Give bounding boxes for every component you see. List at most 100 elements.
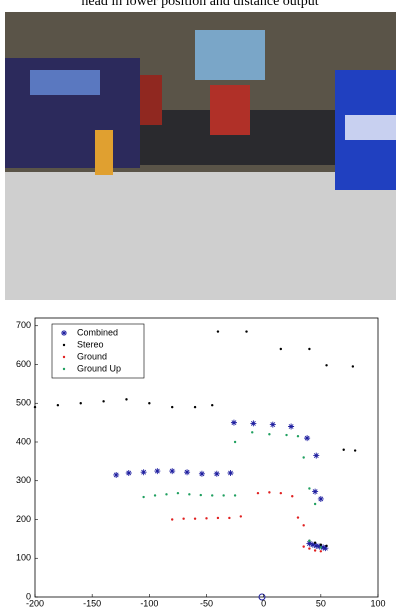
- data-point: [280, 492, 282, 494]
- data-point: [314, 503, 316, 505]
- data-point: [165, 493, 167, 495]
- data-point: [297, 435, 299, 437]
- data-point: [113, 472, 119, 478]
- legend-marker: [63, 368, 65, 370]
- data-point: [280, 348, 282, 350]
- data-point: [231, 420, 237, 426]
- y-tick-label: 300: [16, 475, 31, 485]
- x-tick-label: -100: [140, 598, 158, 608]
- y-tick-label: 400: [16, 436, 31, 446]
- data-point: [250, 420, 256, 426]
- data-point: [325, 545, 327, 547]
- data-point: [57, 404, 59, 406]
- data-point: [194, 518, 196, 520]
- caption: head in lower position and distance outp…: [81, 0, 318, 9]
- data-point: [142, 496, 144, 498]
- data-point: [182, 518, 184, 520]
- data-point: [211, 404, 213, 406]
- photo: [5, 12, 396, 300]
- x-tick-label: -50: [200, 598, 213, 608]
- data-point: [354, 449, 356, 451]
- data-point: [308, 540, 310, 542]
- data-point: [217, 330, 219, 332]
- data-point: [194, 406, 196, 408]
- data-point: [222, 494, 224, 496]
- data-point: [188, 493, 190, 495]
- data-point: [80, 402, 82, 404]
- data-point: [125, 398, 127, 400]
- data-point: [302, 545, 304, 547]
- data-point: [245, 330, 247, 332]
- data-point: [352, 365, 354, 367]
- y-tick-label: 200: [16, 514, 31, 524]
- data-point: [320, 546, 322, 548]
- legend-marker: [61, 330, 67, 336]
- y-tick-label: 600: [16, 359, 31, 369]
- photo-board-logo: [30, 70, 100, 95]
- data-point: [302, 524, 304, 526]
- photo-board-figure: [95, 130, 113, 175]
- data-point: [325, 364, 327, 366]
- data-point: [291, 495, 293, 497]
- data-point: [141, 469, 147, 475]
- photo-person: [140, 75, 162, 125]
- data-point: [297, 516, 299, 518]
- data-point: [308, 547, 310, 549]
- x-tick-label: 50: [316, 598, 326, 608]
- data-point: [184, 469, 190, 475]
- data-point: [320, 550, 322, 552]
- data-point: [314, 549, 316, 551]
- data-point: [268, 491, 270, 493]
- data-point: [343, 449, 345, 451]
- data-point: [234, 494, 236, 496]
- photo-poster: [195, 30, 265, 80]
- page: {"caption": "head in lower position and …: [0, 0, 401, 610]
- data-point: [154, 494, 156, 496]
- data-point: [304, 435, 310, 441]
- data-point: [270, 422, 276, 428]
- data-point: [228, 517, 230, 519]
- y-tick-label: 0: [26, 591, 31, 601]
- data-point: [199, 471, 205, 477]
- legend-marker: [63, 356, 65, 358]
- data-point: [169, 468, 175, 474]
- data-point: [288, 424, 294, 430]
- data-point: [154, 468, 160, 474]
- data-point: [126, 470, 132, 476]
- photo-person: [210, 85, 250, 135]
- data-point: [177, 492, 179, 494]
- data-point: [148, 402, 150, 404]
- data-point: [228, 470, 234, 476]
- x-tick-label: 0: [261, 598, 266, 608]
- legend-label: Stereo: [77, 339, 104, 349]
- data-point: [257, 492, 259, 494]
- data-point: [251, 431, 253, 433]
- legend-label: Ground: [77, 351, 107, 361]
- data-point: [102, 400, 104, 402]
- data-point: [171, 518, 173, 520]
- legend-marker: [63, 344, 65, 346]
- y-tick-label: 700: [16, 320, 31, 330]
- data-point: [205, 517, 207, 519]
- data-point: [285, 434, 287, 436]
- data-point: [318, 496, 324, 502]
- legend-label: Combined: [77, 327, 118, 337]
- data-point: [200, 494, 202, 496]
- data-point: [314, 542, 316, 544]
- data-point: [211, 494, 213, 496]
- data-point: [302, 456, 304, 458]
- data-point: [308, 487, 310, 489]
- data-point: [171, 406, 173, 408]
- y-tick-label: 500: [16, 398, 31, 408]
- data-point: [217, 517, 219, 519]
- data-point: [312, 489, 318, 495]
- x-tick-label: 100: [370, 598, 385, 608]
- photo-bin-label: [345, 115, 396, 140]
- data-point: [308, 348, 310, 350]
- data-point: [240, 515, 242, 517]
- data-point: [320, 543, 322, 545]
- x-tick-label: -150: [83, 598, 101, 608]
- data-point: [234, 441, 236, 443]
- data-point: [268, 433, 270, 435]
- legend-label: Ground Up: [77, 363, 121, 373]
